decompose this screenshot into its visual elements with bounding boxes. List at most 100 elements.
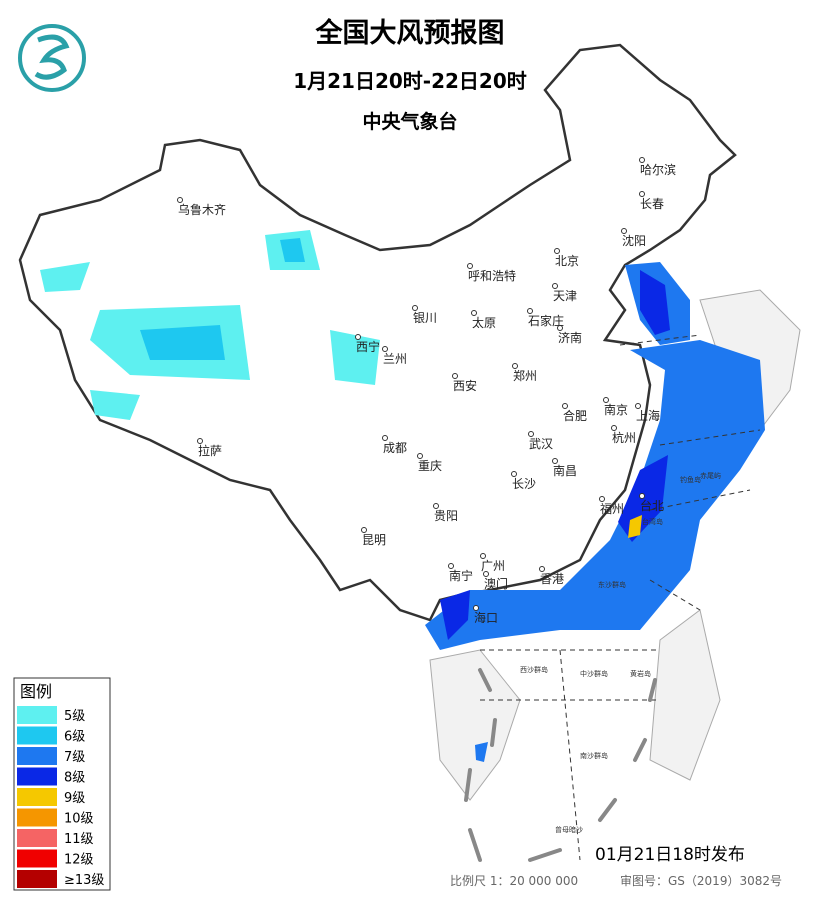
island-label: 东沙群岛 (598, 580, 626, 589)
legend-swatch (17, 808, 57, 827)
legend-swatch (17, 747, 57, 765)
city-dot (552, 458, 558, 464)
city-label: 重庆 (418, 459, 442, 473)
city-label: 兰州 (383, 352, 407, 366)
legend-swatch (17, 767, 57, 786)
island-label: 南沙群岛 (580, 751, 608, 760)
title: 全国大风预报图 (315, 17, 505, 49)
city-dot (361, 527, 367, 533)
legend-label: 12级 (64, 853, 94, 868)
city-dot (355, 334, 361, 340)
city-label: 石家庄 (528, 313, 564, 328)
wind-zone (440, 590, 470, 640)
legend-label: 10级 (64, 812, 94, 827)
city-label: 哈尔滨 (640, 162, 676, 177)
city-dot (433, 503, 439, 509)
city-dot (471, 310, 477, 316)
legend-label: 8级 (64, 771, 85, 786)
city-dot (639, 493, 645, 499)
city-label: 武汉 (529, 437, 553, 451)
city-label: 南昌 (553, 463, 577, 478)
city-dot (512, 363, 518, 369)
legend: 图例 5级 6级 7级 8级 9级 10级 11级 12级 ≥13级 (13, 677, 111, 891)
city-label: 南宁 (449, 568, 473, 583)
wind-zone (90, 390, 140, 420)
city-dot (539, 566, 545, 572)
legend-label: 6级 (64, 730, 85, 745)
city-dot (382, 435, 388, 441)
china-outline (18, 43, 737, 622)
city-dot (483, 571, 489, 577)
island-label: 曾母暗沙 (555, 825, 583, 834)
scale: 比例尺 1：20 000 000 (450, 874, 578, 888)
period: 1月21日20时-22日20时 (293, 69, 527, 93)
city-label: 南京 (604, 402, 628, 417)
city-dot (197, 438, 203, 444)
city-label: 拉萨 (198, 443, 222, 458)
wind-zone (475, 742, 488, 762)
wind-zone (640, 270, 670, 335)
legend-swatch (17, 870, 57, 888)
city-label: 乌鲁木齐 (178, 202, 226, 217)
city-dot (473, 605, 479, 611)
city-dot (480, 553, 486, 559)
city-dot (511, 471, 517, 477)
city-dot (635, 403, 641, 409)
city-dot (412, 305, 418, 311)
city-label: 福州 (600, 501, 624, 516)
city-label: 济南 (558, 330, 582, 345)
legend-title: 图例 (20, 682, 52, 701)
island-label: 西沙群岛 (520, 665, 548, 674)
approval: 审图号：GS（2019）3082号 (620, 873, 782, 888)
island-label: 台湾岛 (642, 517, 663, 526)
city-label: 昆明 (362, 533, 386, 547)
city-dot (621, 228, 627, 234)
legend-label: 7级 (64, 750, 85, 765)
city-dot (554, 248, 560, 254)
wind-zone (140, 325, 225, 360)
city-label: 西宁 (356, 339, 380, 354)
city-label: 西安 (453, 378, 477, 393)
legend-swatch (17, 788, 57, 806)
legend-swatch (17, 829, 57, 847)
city-dot (639, 191, 645, 197)
issued: 01月21日18时发布 (595, 845, 745, 865)
city-dot (639, 157, 645, 163)
city-label: 合肥 (563, 408, 587, 423)
city-dot (611, 425, 617, 431)
city-label: 银川 (413, 311, 437, 325)
city-dot (528, 431, 534, 437)
city-dot (448, 563, 454, 569)
legend-label: 5级 (64, 709, 85, 724)
agency: 中央气象台 (362, 110, 457, 133)
city-dot (603, 397, 609, 403)
city-label: 澳门 (484, 576, 508, 591)
logo (18, 24, 86, 92)
island-label: 黄岩岛 (630, 669, 651, 678)
island-label: 中沙群岛 (580, 669, 608, 678)
city-dot (562, 403, 568, 409)
city-dot (467, 263, 473, 269)
city-dot (382, 346, 388, 352)
city-label: 贵阳 (434, 509, 458, 523)
city-dot (552, 283, 558, 289)
city-label: 香港 (540, 572, 564, 586)
city-label: 长沙 (512, 477, 536, 491)
city-dot (452, 373, 458, 379)
sea-boundaries (480, 334, 761, 861)
city-label: 上海 (636, 408, 660, 423)
city-label: 海口 (474, 610, 498, 625)
city-label: 天津 (553, 289, 577, 303)
city-label: 长春 (640, 197, 664, 211)
wind-zone (425, 340, 765, 650)
legend-swatch (17, 849, 57, 868)
wind-zone (280, 238, 305, 262)
city-label: 沈阳 (622, 233, 646, 248)
wind-zone (40, 262, 90, 292)
city-label: 广州 (481, 559, 505, 573)
city-label: 成都 (383, 441, 407, 455)
nine-dash-line (464, 668, 657, 862)
city-label: 郑州 (513, 368, 537, 383)
